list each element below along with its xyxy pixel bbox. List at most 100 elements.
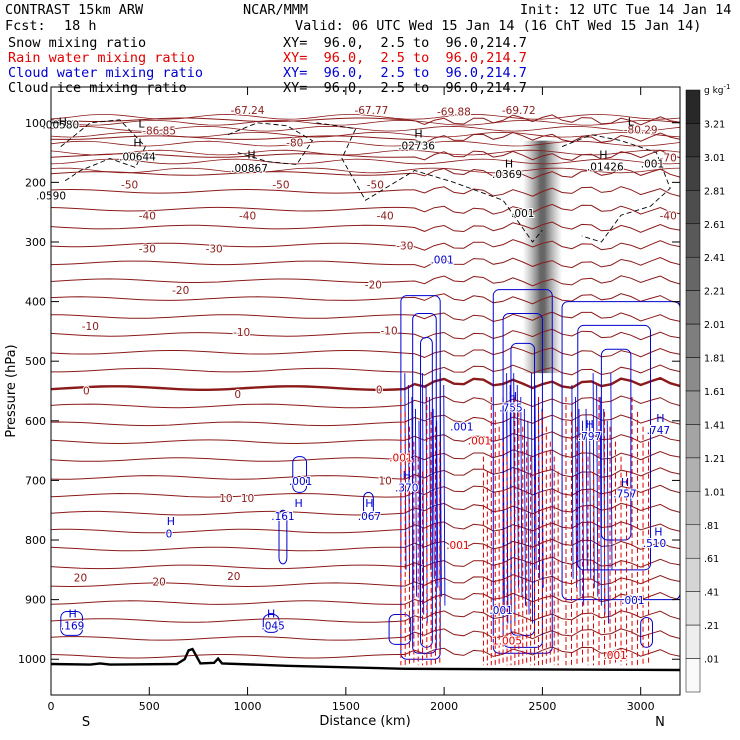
snow-label: .00644: [119, 151, 156, 163]
cloud-water-contour-dense: [610, 373, 613, 570]
temperature-label: 0: [83, 386, 90, 398]
colorbar-swatch: [685, 457, 701, 492]
temperature-contour-line: [51, 239, 680, 251]
field-xy-snow: XY= 96.0, 2.5 to 96.0,214.7: [283, 35, 527, 51]
temperature-label: -20: [172, 285, 189, 297]
colorbar-label: 3.21: [704, 119, 725, 130]
colorbar-swatch: [685, 156, 701, 191]
temperature-contour-line: [51, 431, 680, 445]
cloud-water-label: .757: [613, 489, 636, 501]
temperature-label: -80.29: [624, 124, 658, 136]
colorbar-swatch: [685, 658, 701, 693]
valid-time: Valid: 06 UTC Wed 15 Jan 14 (16 ChT Wed …: [295, 18, 702, 34]
cloud-water-contour-dense: [520, 396, 523, 597]
snow-contour: [227, 122, 314, 165]
y-tick-label: 600: [25, 415, 46, 428]
temperature-contour-line: [51, 311, 680, 323]
cloud-water-label: .755: [499, 402, 522, 414]
extremum-marker: H: [68, 608, 76, 621]
cloud-water-contour-dense: [596, 385, 599, 597]
cloud-water-contour: [388, 614, 412, 645]
temperature-label: 10: [378, 476, 391, 488]
terrain-profile: [50, 647, 681, 672]
cloud-water-contour-dense: [414, 408, 418, 597]
cloud-water-contour: [278, 509, 288, 565]
x-tick-label: 2500: [528, 700, 556, 713]
snow-label: .0369: [492, 169, 522, 181]
colorbar-swatch: [685, 557, 701, 592]
cloud-water-contour-dense: [443, 385, 446, 606]
temperature-contour-line: [51, 449, 680, 462]
temperature-contour-line: [51, 395, 680, 409]
temperature-contour-line: [51, 610, 680, 623]
x-tick-label: 500: [139, 700, 160, 713]
colorbar-swatch: [685, 424, 701, 459]
extremum-marker: H: [505, 157, 513, 170]
x-tick-label: 1500: [332, 700, 360, 713]
temperature-label: 20: [152, 576, 165, 588]
extremum-marker: H: [267, 608, 275, 621]
cloud-water-label: .797: [578, 431, 601, 443]
temperature-label: -10: [82, 321, 99, 333]
temperature-contours: [51, 113, 680, 659]
x-tick-label: 0: [48, 700, 55, 713]
snow-contour: [316, 122, 543, 243]
colorbar-unit: g kg-1: [704, 83, 730, 96]
cloud-water-label: .001: [430, 254, 453, 266]
temperature-label: -80: [286, 138, 303, 150]
temperature-label: -10: [381, 325, 398, 337]
colorbar-label: .41: [704, 588, 719, 599]
temperature-contour-line: [51, 574, 680, 588]
cloud-water-label: .001: [489, 605, 512, 617]
upper-temperature-contour: [51, 125, 680, 132]
cloud-water-label: .370: [395, 483, 418, 495]
colorbar-label: 1.61: [704, 387, 725, 398]
cloud-water-label: .067: [358, 511, 381, 523]
cloud-water-label: .001: [289, 476, 312, 488]
rain-water-label: .001: [389, 452, 412, 464]
temperature-label: 20: [227, 571, 240, 583]
model-title: CONTRAST 15km ARW: [5, 2, 144, 18]
colorbar-label: .01: [704, 655, 719, 666]
upper-temperature-contour: [51, 167, 680, 174]
snow-label: .001: [511, 208, 534, 220]
extremum-marker: H: [656, 412, 664, 425]
upper-temperature-contour: [51, 131, 680, 138]
colorbar-label: .81: [704, 521, 719, 532]
y-tick-label: 400: [25, 296, 46, 309]
cloud-water-contour-dense: [534, 385, 537, 570]
cloud-water-contour-dense: [538, 396, 541, 579]
temperature-contour-line: [51, 646, 680, 659]
temperature-contour-line: [51, 221, 680, 233]
cloud-water-contour-dense: [422, 373, 425, 615]
extremum-marker: H: [654, 525, 662, 538]
temperature-label: -30: [139, 244, 156, 256]
rain-water-label: 1.005: [492, 635, 522, 647]
snow-contour: [561, 134, 671, 243]
temperature-label: -40: [377, 210, 394, 222]
colorbar-label: 2.01: [704, 320, 725, 331]
upper-temperature-contour: [51, 119, 680, 126]
forecast-hour: 18 h: [64, 18, 97, 34]
colorbar-label: 1.21: [704, 454, 725, 465]
y-tick-label: 300: [25, 236, 46, 249]
colorbar-label: 2.61: [704, 220, 725, 231]
temperature-contour-line: [51, 167, 680, 180]
south-label: S: [82, 715, 90, 730]
upper-temperature-contour: [51, 158, 680, 165]
extremum-marker: H: [133, 137, 141, 150]
extremum-marker: H: [509, 390, 517, 403]
north-label: N: [655, 715, 665, 730]
cloud-water-contour-dense: [407, 385, 410, 579]
colorbar-label: 2.41: [704, 253, 725, 264]
colorbar-label: 2.81: [704, 186, 725, 197]
extremum-marker: H: [621, 476, 629, 489]
temperature-label: -40: [139, 210, 156, 222]
snow-label: .001: [641, 158, 664, 170]
colorbar-swatch: [685, 123, 701, 158]
temperature-label: -67.24: [231, 105, 265, 117]
temperature-label: 0: [234, 389, 241, 401]
temperature-label: -69.72: [502, 105, 536, 117]
temperature-contour-line: [51, 328, 680, 341]
rain-water-label: .001: [468, 436, 491, 448]
